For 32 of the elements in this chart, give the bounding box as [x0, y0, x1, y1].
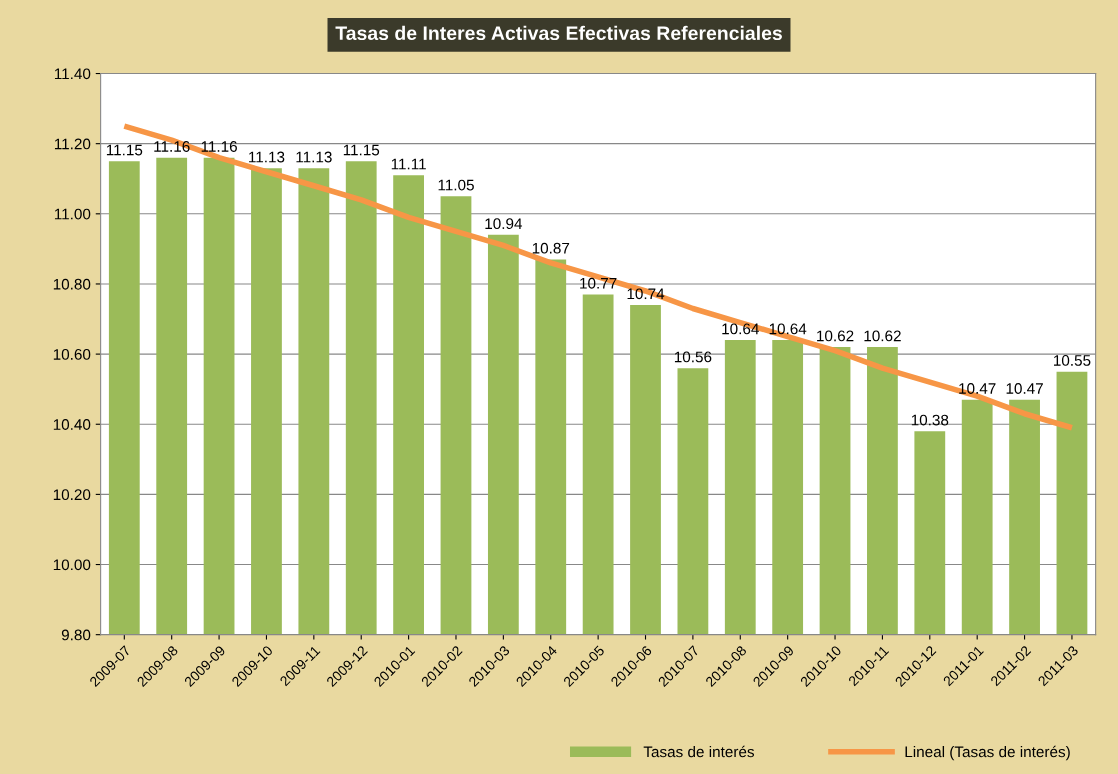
y-tick-label: 11.00 [54, 208, 91, 220]
y-tick-label: 9.80 [61, 629, 91, 641]
data-label: 10.55 [1054, 355, 1091, 366]
y-tick-label: 10.20 [53, 489, 91, 501]
data-label: 10.87 [532, 242, 570, 254]
data-label: 10.64 [769, 323, 807, 335]
data-label: 10.62 [817, 330, 854, 342]
y-tick-label: 10.40 [53, 419, 91, 430]
data-label: 11.05 [438, 179, 474, 191]
legend-label: Lineal (Tasas de interés) [905, 745, 1070, 761]
data-label: 11.15 [106, 144, 143, 156]
y-tick-label: 10.60 [53, 348, 91, 360]
data-label: 10.56 [674, 351, 712, 363]
data-label: 10.47 [1006, 383, 1043, 394]
data-label: 10.47 [959, 383, 996, 394]
data-label: 11.13 [296, 151, 332, 163]
y-tick-label: 10.00 [53, 559, 91, 571]
y-tick-label: 11.40 [54, 68, 91, 80]
data-label: 10.77 [580, 277, 617, 289]
data-label: 10.64 [722, 323, 759, 335]
data-label: 10.38 [911, 414, 949, 426]
data-label: 11.11 [391, 158, 426, 170]
y-tick-label: 10.80 [53, 278, 91, 290]
data-label: 10.94 [485, 218, 523, 230]
data-label: 11.13 [249, 151, 285, 163]
chart-title: Tasas de Interes Activas Efectivas Referenciales [335, 25, 782, 41]
legend-label: Tasas de interés [643, 745, 755, 758]
data-label: 11.15 [343, 144, 380, 156]
data-label: 11.16 [201, 141, 237, 152]
y-tick-label: 11.20 [54, 138, 91, 150]
data-label: 10.62 [864, 330, 901, 342]
data-label: 11.16 [154, 141, 190, 152]
